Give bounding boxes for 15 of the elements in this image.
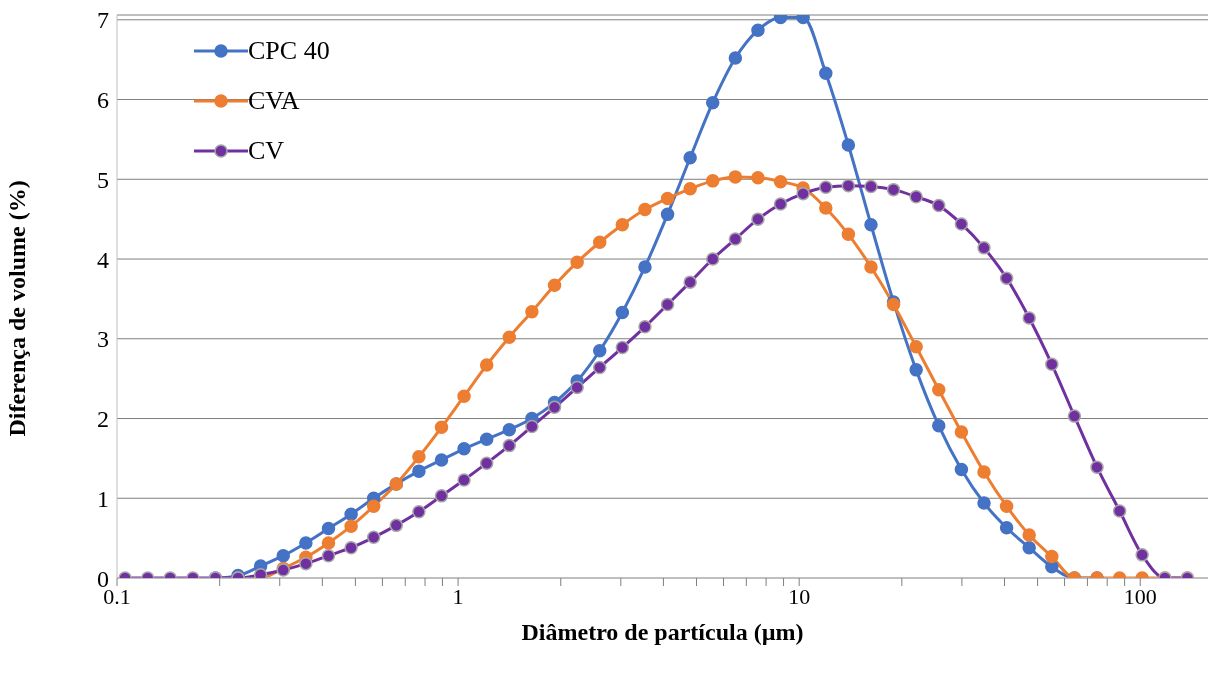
y-tick-label: 2 — [97, 406, 109, 433]
legend-label: CVA — [248, 86, 300, 116]
x-axis-title: Diâmetro de partícula (µm) — [521, 619, 804, 645]
y-tick-label: 4 — [97, 246, 109, 273]
y-tick-label: 3 — [97, 326, 109, 353]
y-axis-title: Diferença de volume (%) — [3, 180, 30, 437]
y-tick-label: 5 — [97, 166, 109, 193]
x-tick-label: 1 — [452, 583, 464, 609]
x-tick-label: 100 — [1123, 583, 1157, 609]
y-tick-label: 6 — [97, 87, 109, 114]
x-tick-label: 10 — [788, 583, 811, 609]
legend-label: CV — [248, 136, 285, 166]
legend-label: CPC 40 — [248, 36, 330, 66]
y-tick-label: 1 — [97, 485, 109, 512]
y-tick-label: 7 — [97, 7, 109, 34]
